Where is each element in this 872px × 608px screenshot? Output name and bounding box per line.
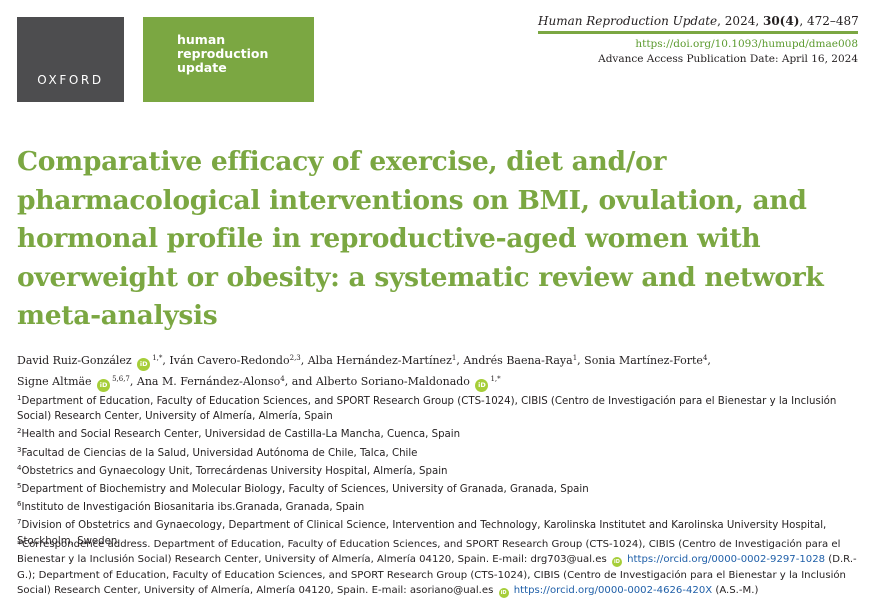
- author-name: , Iván Cavero-Redondo: [162, 354, 290, 367]
- journal-name: Human Reproduction Update: [538, 14, 718, 28]
- affiliation-sup: 4: [17, 463, 22, 472]
- author-sup: 1: [451, 354, 457, 362]
- journal-logo-line-3: update: [177, 60, 227, 75]
- correspondence-text-1: *Correspondence address. Department of E…: [17, 539, 841, 566]
- author-sup: 1,*: [490, 375, 501, 383]
- orcid-link-2[interactable]: https://orcid.org/0000-0002-4626-420X: [513, 584, 713, 596]
- affiliation-text: Health and Social Research Center, Unive…: [21, 429, 461, 441]
- author-name: Signe Altmäe: [17, 375, 92, 388]
- author-sup: 5,6,7: [112, 375, 130, 383]
- orcid-link-1[interactable]: https://orcid.org/0000-0002-9297-1028: [627, 554, 826, 566]
- affiliation-sup: 7: [17, 518, 22, 527]
- affiliation-item: 4Obstetrics and Gynaecology Unit, Torrec…: [17, 461, 862, 479]
- affiliation-item: 6Instituto de Investigación Biosanitaria…: [17, 497, 862, 515]
- affiliation-sup: 3: [17, 445, 22, 454]
- affiliation-item: 7Division of Obstetrics and Gynaecology,…: [17, 515, 862, 548]
- correspondence-text-2: (D.R.-G.); Department of Education, Facu…: [17, 554, 857, 596]
- affiliation-text: Facultad de Ciencias de la Salud, Univer…: [21, 447, 418, 459]
- journal-logo-line-1: human: [177, 32, 226, 47]
- correspondence: *Correspondence address. Department of E…: [17, 537, 865, 598]
- affiliations: 1Department of Education, Faculty of Edu…: [17, 391, 862, 549]
- author-sup: 4: [702, 354, 708, 362]
- author-sup: 1,*: [152, 354, 163, 362]
- doi-link[interactable]: https://doi.org/10.1093/humupd/dmae008: [635, 38, 858, 50]
- affiliation-item: 5Department of Biochemistry and Molecula…: [17, 479, 862, 497]
- affiliation-sup: 2: [17, 427, 22, 436]
- author-sup: 2,3: [289, 354, 301, 362]
- author-name: , Ana M. Fernández-Alonso: [129, 375, 281, 388]
- affiliation-sup: 6: [17, 500, 22, 509]
- author-list: David Ruiz-González iD1,*, Iván Cavero-R…: [17, 350, 862, 392]
- affiliation-item: 2Health and Social Research Center, Univ…: [17, 424, 862, 442]
- affiliation-text: Obstetrics and Gynaecology Unit, Torrecá…: [21, 465, 448, 477]
- author-name: David Ruiz-González: [17, 354, 132, 367]
- journal-logo: human reproduction update: [143, 17, 314, 102]
- affiliation-text: Department of Education, Faculty of Educ…: [17, 396, 837, 423]
- advance-access-date: Advance Access Publication Date: April 1…: [598, 53, 858, 65]
- author-name: , Andrés Baena-Raya: [456, 354, 573, 367]
- author-sup: 4: [280, 375, 285, 383]
- affiliation-text: Instituto de Investigación Biosanitaria …: [21, 502, 365, 514]
- author-name: , and Alberto Soriano-Maldonado: [284, 375, 470, 388]
- journal-logo-line-2: reproduction: [177, 46, 269, 61]
- orcid-icon[interactable]: iD: [611, 557, 622, 568]
- author-sup: 1: [572, 354, 578, 362]
- oxford-logo: OXFORD: [17, 17, 124, 102]
- oxford-logo-text: OXFORD: [37, 73, 104, 87]
- citation-volume: 30(4): [762, 14, 800, 28]
- affiliation-text: Division of Obstetrics and Gynaecology, …: [17, 520, 827, 547]
- article-title: Comparative efficacy of exercise, diet a…: [17, 146, 824, 331]
- affiliation-text: Department of Biochemistry and Molecular…: [21, 484, 589, 496]
- citation-year: , 2024,: [717, 14, 763, 28]
- orcid-icon[interactable]: iD: [475, 379, 489, 392]
- citation-block: Human Reproduction Update, 2024, 30(4), …: [538, 14, 859, 65]
- affiliation-item: 3Facultad de Ciencias de la Salud, Unive…: [17, 443, 862, 461]
- citation-pages: , 472–487: [799, 14, 859, 28]
- orcid-icon[interactable]: iD: [137, 358, 151, 371]
- affiliation-sup: 1: [17, 394, 22, 402]
- orcid-icon[interactable]: iD: [498, 587, 509, 598]
- orcid-icon[interactable]: iD: [97, 379, 111, 392]
- author-name: , Sonia Martínez-Forte: [577, 354, 703, 367]
- author-name: , Alba Hernández-Martínez: [300, 354, 452, 367]
- affiliation-sup: 5: [17, 482, 22, 491]
- correspondence-text-3: (A.S.-M.): [715, 584, 759, 596]
- citation-line: Human Reproduction Update, 2024, 30(4), …: [538, 14, 859, 34]
- affiliation-item: 1Department of Education, Faculty of Edu…: [17, 391, 862, 424]
